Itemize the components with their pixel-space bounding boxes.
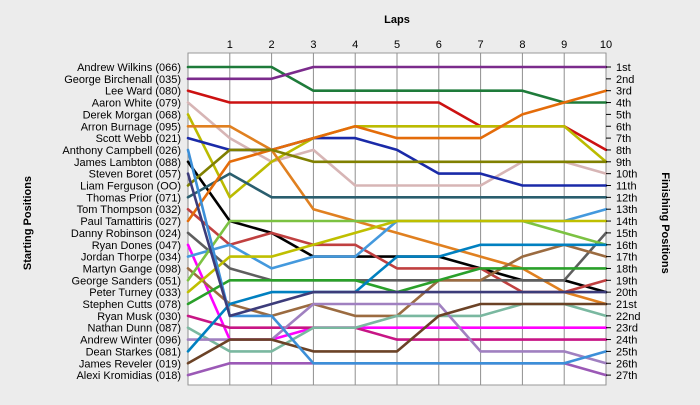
series-line	[186, 65, 608, 81]
finishing-position-label: 19th	[616, 275, 637, 287]
finishing-position-label: 2nd	[616, 74, 634, 86]
finishing-position-label: 23rd	[616, 323, 638, 335]
series-line	[186, 172, 608, 199]
starting-position-label: Arron Burnage (095)	[81, 121, 181, 133]
starting-position-label: Paul Tamattiris (027)	[80, 216, 181, 228]
x-tick-label: 6	[436, 39, 442, 51]
right-axis-title: Finishing Positions	[659, 172, 671, 273]
finishing-position-label: 15th	[616, 228, 637, 240]
x-tick-label: 5	[394, 39, 400, 51]
finishing-position-label: 9th	[616, 157, 631, 169]
x-tick-label: 3	[310, 39, 316, 51]
series-line	[186, 243, 608, 353]
starting-position-label: Peter Turney (033)	[89, 287, 181, 299]
finishing-position-label: 25th	[616, 346, 637, 358]
starting-position-label: Ryan Musk (030)	[97, 311, 181, 323]
finishing-position-label: 14th	[616, 216, 637, 228]
starting-position-label: Andrew Winter (096)	[80, 335, 181, 347]
starting-position-label: Nathan Dunn (087)	[87, 323, 181, 335]
finishing-position-label: 4th	[616, 98, 631, 110]
starting-position-label: James Reveler (019)	[79, 358, 181, 370]
finishing-position-label: 27th	[616, 370, 637, 382]
finishing-position-label: 3rd	[616, 86, 632, 98]
starting-position-label: Thomas Prior (071)	[86, 192, 181, 204]
finishing-position-label: 10th	[616, 169, 637, 181]
starting-position-label: Liam Ferguson (OO)	[80, 181, 181, 193]
starting-position-label: Dean Starkes (081)	[86, 346, 181, 358]
finishing-position-label: 12th	[616, 192, 637, 204]
series-lines	[186, 65, 608, 377]
series-line	[186, 148, 608, 187]
x-tick-label: 10	[600, 39, 612, 51]
x-tick-labels: 1 2 3 4 5 6 7 8 9 10	[227, 39, 612, 51]
starting-position-label: Danny Robinson (024)	[71, 228, 181, 240]
finishing-position-label: 11th	[616, 181, 637, 193]
finishing-position-label: 21st	[616, 299, 637, 311]
starting-position-label: George Sanders (051)	[72, 275, 181, 287]
starting-position-label: Aaron White (079)	[92, 98, 181, 110]
x-tick-label: 7	[478, 39, 484, 51]
series-line	[186, 65, 608, 104]
finishing-position-label: 24th	[616, 335, 637, 347]
series-line	[186, 219, 608, 294]
starting-position-label: Anthony Campbell (026)	[62, 145, 181, 157]
starting-position-label: George Birchenall (035)	[64, 74, 181, 86]
finishing-position-label: 26th	[616, 358, 637, 370]
finishing-position-label: 6th	[616, 121, 631, 133]
left-axis-title: Starting Positions	[22, 176, 34, 270]
series-line	[186, 231, 608, 282]
starting-position-label: James Lambton (088)	[74, 157, 181, 169]
series-line	[186, 172, 608, 318]
finishing-position-label: 8th	[616, 145, 631, 157]
finishing-position-label: 13th	[616, 204, 637, 216]
starting-position-label: Ryan Dones (047)	[92, 240, 181, 252]
x-axis-title: Laps	[384, 14, 410, 26]
finishing-position-labels: 1st2nd3rd4th5th6th7th8th9th10th11th12th1…	[606, 62, 640, 382]
finishing-position-label: 5th	[616, 109, 631, 121]
series-line	[186, 89, 608, 223]
finishing-position-label: 17th	[616, 252, 637, 264]
finishing-position-label: 7th	[616, 133, 631, 145]
starting-position-label: Steven Boret (057)	[89, 169, 181, 181]
series-line	[186, 302, 608, 365]
finishing-position-label: 22nd	[616, 311, 640, 323]
series-line	[186, 314, 608, 341]
series-line	[186, 148, 608, 365]
starting-position-label: Tom Thompson (032)	[77, 204, 181, 216]
starting-position-labels: Andrew Wilkins (066)George Birchenall (0…	[62, 62, 181, 382]
starting-position-label: Martyn Gange (098)	[83, 263, 181, 275]
x-tick-label: 4	[352, 39, 358, 51]
starting-position-label: Lee Ward (080)	[105, 86, 181, 98]
series-line	[186, 125, 608, 306]
finishing-position-label: 16th	[616, 240, 637, 252]
starting-position-label: Scott Webb (021)	[96, 133, 181, 145]
finishing-position-label: 1st	[616, 62, 631, 74]
series-line	[186, 113, 608, 199]
finishing-position-label: 18th	[616, 263, 637, 275]
starting-position-label: Jordan Thorpe (034)	[81, 252, 181, 264]
starting-position-label: Derek Morgan (068)	[83, 109, 181, 121]
x-tick-label: 1	[227, 39, 233, 51]
x-tick-label: 9	[561, 39, 567, 51]
starting-position-label: Alexi Kromidias (018)	[76, 370, 181, 382]
x-tick-label: 2	[269, 39, 275, 51]
finishing-position-label: 20th	[616, 287, 637, 299]
starting-position-label: Andrew Wilkins (066)	[77, 62, 181, 74]
grid	[187, 52, 607, 386]
x-tick-label: 8	[519, 39, 525, 51]
starting-position-label: Stephen Cutts (078)	[83, 299, 181, 311]
